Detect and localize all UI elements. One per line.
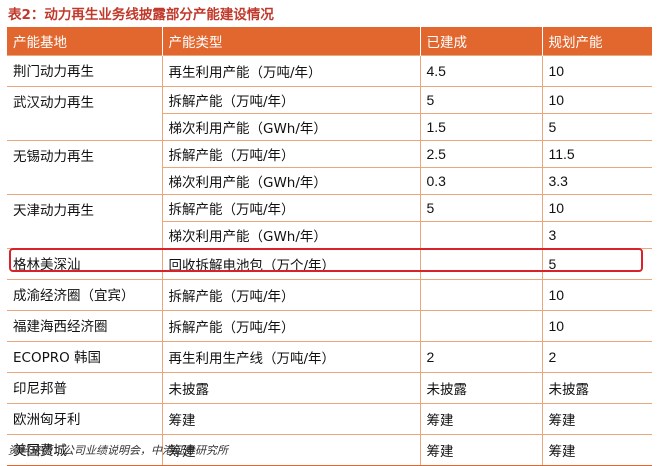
- cell-built: 1.5: [420, 112, 543, 140]
- table-row: 成渝经济圈（宜宾） 拆解产能（万吨/年） 10: [7, 278, 652, 310]
- cell-planned: 5: [542, 247, 652, 279]
- header-built: 已建成: [420, 27, 543, 55]
- cell-base: 天津动力再生: [7, 193, 163, 248]
- cell-built: 未披露: [420, 371, 543, 403]
- cell-built: 0.3: [420, 166, 543, 194]
- capacity-table: 产能基地 产能类型 已建成 规划产能 荆门动力再生 再生利用产能（万吨/年） 4.5…: [7, 27, 652, 466]
- table-row: 欧洲匈牙利 筹建 筹建 筹建: [7, 402, 652, 434]
- cell-planned: 10: [542, 309, 652, 341]
- cell-planned: 筹建: [542, 433, 652, 466]
- table-row: 梯次利用产能（GWh/年） 0.3 3.3: [7, 166, 652, 194]
- cell-planned: 2: [542, 340, 652, 372]
- cell-planned: 3: [542, 220, 652, 248]
- table-row: 格林美深汕 回收拆解电池包（万个/年） 5: [7, 247, 652, 279]
- cell-built: 2.5: [420, 139, 543, 167]
- cell-planned: 10: [542, 85, 652, 113]
- table-row: 天津动力再生 拆解产能（万吨/年） 5 10: [7, 193, 652, 248]
- cell-type: 筹建: [162, 402, 421, 434]
- cell-type: 拆解产能（万吨/年）: [162, 193, 421, 221]
- source-note: 资料来源：公司业绩说明会，中港证券研究所: [8, 444, 228, 457]
- table-row: 无锡动力再生 拆解产能（万吨/年） 2.5 11.5: [7, 139, 652, 194]
- cell-base: 美国费城: [7, 433, 163, 466]
- cell-base: 印尼邦普: [7, 371, 163, 403]
- table-row: 印尼邦普 未披露 未披露 未披露: [7, 371, 652, 403]
- cell-base: 无锡动力再生: [7, 139, 163, 194]
- cell-type: 梯次利用产能（GWh/年）: [162, 112, 421, 140]
- header-base: 产能基地: [7, 27, 163, 55]
- capacity-table-container: 产能基地 产能类型 已建成 规划产能 荆门动力再生 再生利用产能（万吨/年） 4.5…: [7, 27, 652, 466]
- cell-type: 再生利用生产线（万吨/年）: [162, 340, 421, 372]
- cell-built: 4.5: [420, 54, 543, 86]
- cell-planned: 5: [542, 112, 652, 140]
- table-header-row: 产能基地 产能类型 已建成 规划产能: [7, 27, 652, 55]
- cell-type: 梯次利用产能（GWh/年）: [162, 220, 421, 248]
- cell-built: [420, 220, 543, 248]
- cell-built: [420, 309, 543, 341]
- cell-built: [420, 247, 543, 279]
- cell-planned: 10: [542, 193, 652, 221]
- cell-base: ECOPRO 韩国: [7, 340, 163, 372]
- table-body: 荆门动力再生 再生利用产能（万吨/年） 4.5 10 武汉动力再生 拆解产能（万吨/年） 5…: [7, 54, 652, 466]
- cell-type: 拆解产能（万吨/年）: [162, 139, 421, 167]
- cell-built: 5: [420, 85, 543, 113]
- table-row: 福建海西经济圈 拆解产能（万吨/年） 10: [7, 309, 652, 341]
- table-title: 表2：动力再生业务线披露部分产能建设情况: [8, 7, 274, 23]
- cell-type: 回收拆解电池包（万个/年）: [162, 247, 421, 279]
- cell-type: 拆解产能（万吨/年）: [162, 278, 421, 310]
- table-row: 梯次利用产能（GWh/年） 3: [7, 220, 652, 248]
- cell-planned: 未披露: [542, 371, 652, 403]
- cell-built: 5: [420, 193, 543, 221]
- cell-built: [420, 278, 543, 310]
- cell-built: 2: [420, 340, 543, 372]
- cell-planned: 10: [542, 54, 652, 86]
- header-planned: 规划产能: [548, 34, 603, 51]
- cell-base: 福建海西经济圈: [7, 309, 163, 341]
- cell-planned: 3.3: [542, 166, 652, 194]
- cell-base: 欧洲匈牙利: [7, 402, 163, 434]
- header-type: 产能类型: [162, 27, 421, 55]
- cell-base: 武汉动力再生: [7, 85, 163, 140]
- table-row: 荆门动力再生 再生利用产能（万吨/年） 4.5 10: [7, 54, 652, 86]
- cell-type: 拆解产能（万吨/年）: [162, 85, 421, 113]
- cell-type: 梯次利用产能（GWh/年）: [162, 166, 421, 194]
- table-row: 梯次利用产能（GWh/年） 1.5 5: [7, 112, 652, 140]
- cell-base: 格林美深汕: [7, 247, 163, 279]
- cell-planned: 10: [542, 278, 652, 310]
- table-row: ECOPRO 韩国 再生利用生产线（万吨/年） 2 2: [7, 340, 652, 372]
- table-row: 武汉动力再生 拆解产能（万吨/年） 5 10: [7, 85, 652, 140]
- cell-planned: 11.5: [542, 139, 652, 167]
- cell-built: 筹建: [420, 402, 543, 434]
- cell-base: 荆门动力再生: [7, 54, 163, 86]
- cell-type: 未披露: [162, 371, 421, 403]
- cell-type: 拆解产能（万吨/年）: [162, 309, 421, 341]
- cell-planned: 筹建: [542, 402, 652, 434]
- cell-base: 成渝经济圈（宜宾）: [7, 278, 163, 310]
- cell-type: 再生利用产能（万吨/年）: [162, 54, 421, 86]
- cell-built: 筹建: [420, 433, 543, 466]
